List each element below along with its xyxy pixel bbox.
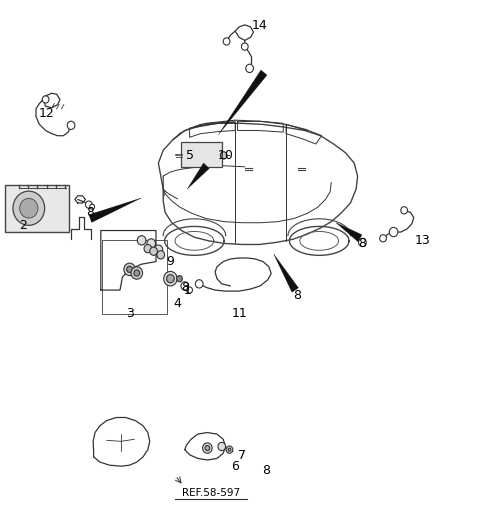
Circle shape xyxy=(144,244,152,253)
Text: 10: 10 xyxy=(217,149,234,162)
Text: REF.58-597: REF.58-597 xyxy=(182,488,240,498)
Text: 8: 8 xyxy=(181,281,189,294)
Text: 11: 11 xyxy=(232,307,248,320)
Circle shape xyxy=(157,251,165,259)
Circle shape xyxy=(85,201,92,208)
Circle shape xyxy=(241,43,248,50)
Circle shape xyxy=(124,263,135,276)
Polygon shape xyxy=(187,163,209,189)
Circle shape xyxy=(218,442,226,451)
Circle shape xyxy=(164,271,177,286)
Circle shape xyxy=(13,191,45,225)
Text: 12: 12 xyxy=(39,107,55,121)
Polygon shape xyxy=(336,223,362,242)
Text: 6: 6 xyxy=(231,459,239,473)
Circle shape xyxy=(203,443,212,453)
Text: 8: 8 xyxy=(359,237,366,250)
Text: 13: 13 xyxy=(415,234,430,248)
Circle shape xyxy=(359,238,366,247)
Polygon shape xyxy=(218,70,267,135)
Circle shape xyxy=(228,448,231,451)
Text: 7: 7 xyxy=(239,449,246,463)
Circle shape xyxy=(223,38,230,45)
Circle shape xyxy=(20,198,38,218)
Circle shape xyxy=(246,64,253,73)
Text: 2: 2 xyxy=(19,219,27,232)
Text: 3: 3 xyxy=(126,307,133,320)
FancyBboxPatch shape xyxy=(5,185,69,232)
Text: 8: 8 xyxy=(263,464,270,477)
Circle shape xyxy=(380,235,386,242)
Circle shape xyxy=(177,276,182,282)
Circle shape xyxy=(42,96,49,103)
Circle shape xyxy=(389,227,398,237)
Circle shape xyxy=(150,247,157,255)
Circle shape xyxy=(187,287,192,293)
Text: 9: 9 xyxy=(167,255,174,268)
Circle shape xyxy=(67,121,75,130)
Text: 8: 8 xyxy=(86,206,94,219)
Text: 1: 1 xyxy=(183,283,191,297)
Circle shape xyxy=(134,270,140,276)
Text: 5: 5 xyxy=(186,149,193,162)
Circle shape xyxy=(137,236,146,245)
Text: 14: 14 xyxy=(252,19,267,33)
Circle shape xyxy=(127,266,132,272)
Circle shape xyxy=(147,239,156,248)
Circle shape xyxy=(220,152,227,159)
Polygon shape xyxy=(274,254,299,292)
Circle shape xyxy=(401,207,408,214)
Circle shape xyxy=(205,445,210,451)
Circle shape xyxy=(226,446,233,453)
FancyBboxPatch shape xyxy=(181,142,222,167)
Circle shape xyxy=(181,282,189,290)
Circle shape xyxy=(195,280,203,288)
Circle shape xyxy=(154,245,163,254)
Polygon shape xyxy=(89,198,142,222)
Text: 4: 4 xyxy=(174,296,181,310)
Text: 8: 8 xyxy=(294,289,301,302)
Circle shape xyxy=(167,275,174,283)
Circle shape xyxy=(90,204,95,209)
Circle shape xyxy=(131,267,143,279)
